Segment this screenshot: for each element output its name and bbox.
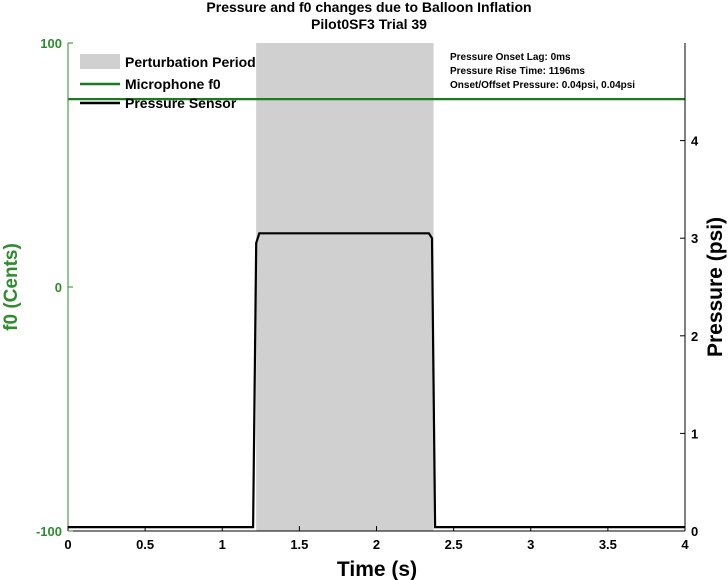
x-tick-label: 0 [64, 537, 71, 552]
right-y-tick-label: 1 [691, 426, 698, 441]
annotation-onset-lag: Pressure Onset Lag: 0ms [450, 52, 571, 63]
right-y-axis-label: Pressure (psi) [704, 217, 727, 357]
right-y-tick-label: 0 [691, 524, 698, 539]
left-y-tick-label: 100 [40, 36, 62, 51]
legend: Perturbation Period Microphone f0 Pressu… [80, 54, 256, 111]
x-tick-label: 0.5 [136, 537, 154, 552]
x-tick-label: 4 [681, 537, 689, 552]
x-tick-label: 3 [527, 537, 534, 552]
right-y-tick-label: 4 [691, 134, 699, 149]
right-y-tick-label: 3 [691, 231, 698, 246]
left-y-tick-label: 0 [55, 280, 62, 295]
legend-label-f0: Microphone f0 [125, 76, 221, 92]
annotation-rise-time: Pressure Rise Time: 1196ms [450, 66, 585, 77]
series-line-pressure-sensor [68, 232, 685, 529]
legend-swatch-perturbation [80, 54, 120, 69]
left-y-axis-label: f0 (Cents) [1, 243, 22, 331]
chart-title: Pressure and f0 changes due to Balloon I… [206, 0, 531, 15]
chart-subtitle: Pilot0SF3 Trial 39 [311, 16, 427, 32]
plot-area [68, 43, 685, 531]
x-axis-label: Time (s) [337, 558, 417, 580]
perturbation-period-band [256, 43, 434, 531]
left-y-tick-label: -100 [36, 524, 62, 539]
x-tick-label: 3.5 [599, 537, 617, 552]
x-tick-label: 2.5 [445, 537, 463, 552]
legend-label-pressure: Pressure Sensor [125, 95, 237, 111]
legend-label-perturbation: Perturbation Period [125, 54, 256, 70]
right-y-tick-label: 2 [691, 329, 698, 344]
annotations: Pressure Onset Lag: 0ms Pressure Rise Ti… [450, 52, 635, 91]
x-tick-label: 2 [373, 537, 380, 552]
annotation-onset-offset: Onset/Offset Pressure: 0.04psi, 0.04psi [450, 80, 635, 91]
x-tick-label: 1.5 [290, 537, 308, 552]
x-tick-label: 1 [219, 537, 226, 552]
